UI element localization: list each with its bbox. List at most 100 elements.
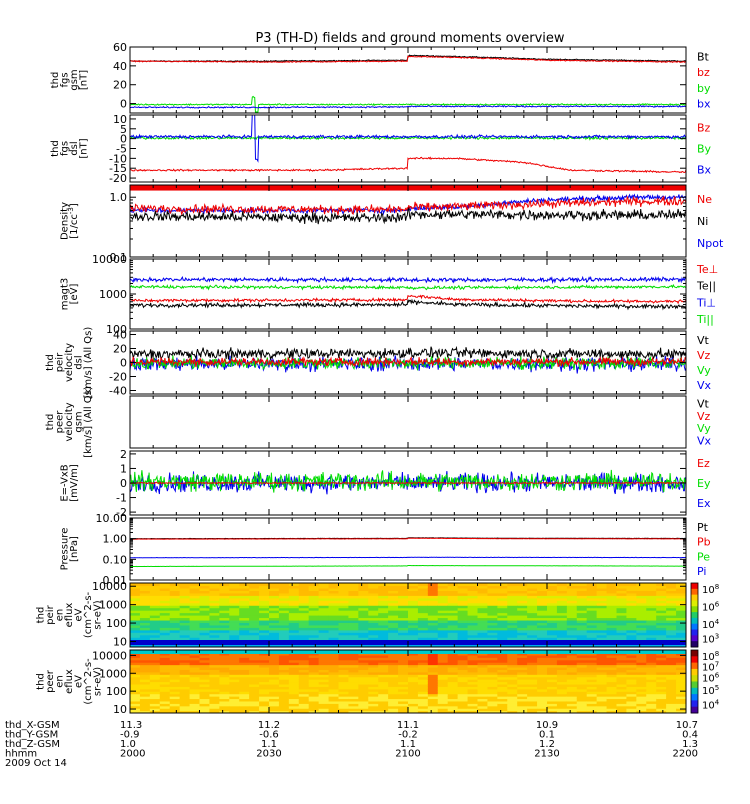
spectrogram-cell [467,681,479,685]
spectrogram-cell [417,693,429,697]
spectrogram-cell [576,595,588,599]
spectrogram-cell [348,595,359,599]
spectrogram-cell [447,659,459,663]
spectrogram-cell [507,688,518,692]
spectrogram-cell [477,619,489,623]
spectrogram-cell [278,703,290,707]
spectrogram-cell [646,698,657,702]
spectrogram-cell [417,629,429,633]
spectrogram-cell [497,600,508,604]
spectrogram-cell [457,585,469,589]
spectrogram-cell [437,686,449,690]
spectrogram-cell [219,679,230,683]
y-axis-label: peir [45,604,56,624]
spectrogram-cell [576,600,588,604]
spectrogram-cell [239,696,250,700]
spectrogram-cell [328,629,340,633]
series-Bz [130,156,686,174]
spectrogram-cell [576,617,588,621]
spectrogram-cell [318,615,330,619]
spectrogram-cell [556,671,568,675]
spectrogram-cell [259,644,270,647]
spectrogram-cell [477,654,489,658]
spectrogram-cell [298,671,310,675]
colorbar-cell [691,694,698,701]
spectrogram-cell [189,590,201,594]
spectrogram-cell [507,583,518,587]
spectrogram-cell [408,674,419,678]
spectrogram-cell [467,632,479,636]
spectrogram-cell [169,676,181,680]
spectrogram-cell [547,654,558,658]
spectrogram-cell [169,607,181,611]
spectrogram-cell [278,681,290,685]
spectrogram-cell [527,688,538,692]
legend-Ne: Ne [697,193,712,206]
spectrogram-cell [189,610,201,614]
spectrogram-cell [209,634,220,638]
spectrogram-cell [318,587,330,591]
spectrogram-cell [477,583,489,587]
spectrogram-cell [139,592,151,596]
spectrogram-cell [427,627,439,631]
spectrogram-cell [477,615,489,619]
series-Pb [130,537,686,540]
spectrogram-cell [278,602,290,606]
y-axis-label: (cm^2-s- [83,658,94,705]
spectrogram-cell [606,659,618,663]
xaxis-row-value: -0.2 [398,730,418,741]
spectrogram-cell [298,674,310,678]
spectrogram-cell [537,666,548,670]
spectrogram-cell [547,705,558,709]
spectrogram-cell [437,691,449,695]
spectrogram-cell [209,705,220,709]
spectrogram-cell [388,619,399,623]
spectrogram-cell [656,590,667,594]
spectrogram-cell [139,693,151,697]
spectrogram-cell [338,686,350,690]
spectrogram-cell [566,705,578,709]
spectrogram-cell [149,657,161,661]
spectrogram-cell [666,597,677,601]
spectrogram-cell [487,700,498,704]
spectrogram-cell [527,610,538,614]
spectrogram-cell [487,617,498,621]
spectrogram-cell [547,698,558,702]
spectrogram-cell [328,662,340,666]
spectrogram-cell [278,612,290,616]
spectrogram-cell [666,602,677,606]
spectrogram-cell [378,610,389,614]
spectrogram-cell [507,705,518,709]
spectrogram-cell [427,662,439,666]
spectrogram-cell [269,602,280,606]
spectrogram-cell [308,683,320,687]
spectrogram-cell [576,627,588,631]
spectrogram-cell [447,627,459,631]
spectrogram-cell [159,679,171,683]
spectrogram-cell [278,600,290,604]
spectrogram-cell [209,590,220,594]
spectrogram-cell [636,617,647,621]
spectrogram-cell [308,681,320,685]
spectrogram-cell [427,622,439,626]
spectrogram-cell [239,619,250,623]
spectrogram-cell [477,595,489,599]
spectrogram-cell [328,607,340,611]
spectrogram-cell [348,627,359,631]
series-Pi [130,556,686,559]
spectrogram-cell [159,671,171,675]
spectrogram-cell [606,698,618,702]
spectrogram-cell [149,602,161,606]
spectrogram-cell [398,693,409,697]
spectrogram-cell [556,615,568,619]
spectrogram-cell [169,669,181,673]
spectrogram-cell [328,597,340,601]
spectrogram-cell [249,681,260,685]
spectrogram-cell [576,632,588,636]
spectrogram-cell [666,681,677,685]
spectrogram-cell [368,693,379,697]
spectrogram-cell [646,587,657,591]
spectrogram-cell [606,585,618,589]
spectrogram-cell [130,597,141,601]
spectrogram-cell [666,676,677,680]
